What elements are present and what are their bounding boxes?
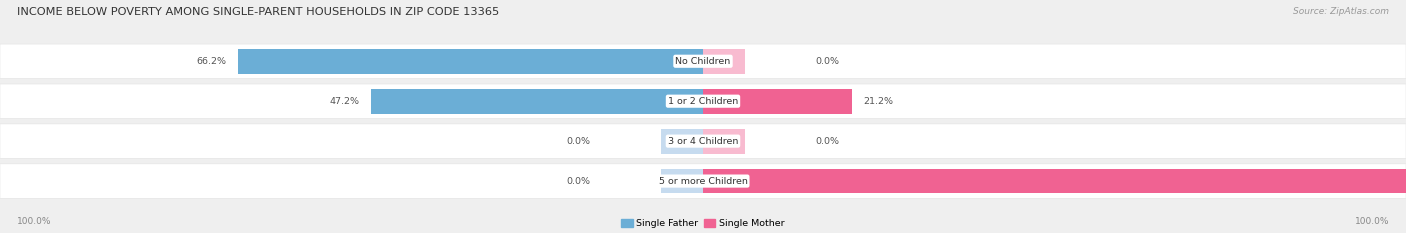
Bar [703, 49, 745, 74]
Text: 0.0%: 0.0% [567, 137, 591, 146]
Text: 0.0%: 0.0% [815, 137, 839, 146]
Text: 0.0%: 0.0% [567, 177, 591, 185]
Text: INCOME BELOW POVERTY AMONG SINGLE-PARENT HOUSEHOLDS IN ZIP CODE 13365: INCOME BELOW POVERTY AMONG SINGLE-PARENT… [17, 7, 499, 17]
Text: 3 or 4 Children: 3 or 4 Children [668, 137, 738, 146]
Text: 21.2%: 21.2% [863, 97, 893, 106]
Bar [238, 49, 703, 74]
Legend: Single Father, Single Mother: Single Father, Single Mother [621, 219, 785, 228]
Text: 66.2%: 66.2% [197, 57, 226, 66]
FancyBboxPatch shape [0, 124, 1406, 158]
Text: No Children: No Children [675, 57, 731, 66]
FancyBboxPatch shape [0, 84, 1406, 118]
Text: 100.0%: 100.0% [17, 217, 52, 226]
Text: 100.0%: 100.0% [1354, 217, 1389, 226]
FancyBboxPatch shape [0, 44, 1406, 79]
Bar [661, 129, 703, 154]
FancyBboxPatch shape [0, 164, 1406, 198]
Bar [703, 129, 745, 154]
Bar [703, 89, 852, 113]
Bar [661, 169, 703, 193]
Text: Source: ZipAtlas.com: Source: ZipAtlas.com [1294, 7, 1389, 16]
Text: 5 or more Children: 5 or more Children [658, 177, 748, 185]
Text: 47.2%: 47.2% [330, 97, 360, 106]
Bar [703, 169, 1406, 193]
Bar [371, 89, 703, 113]
Text: 0.0%: 0.0% [815, 57, 839, 66]
Text: 1 or 2 Children: 1 or 2 Children [668, 97, 738, 106]
